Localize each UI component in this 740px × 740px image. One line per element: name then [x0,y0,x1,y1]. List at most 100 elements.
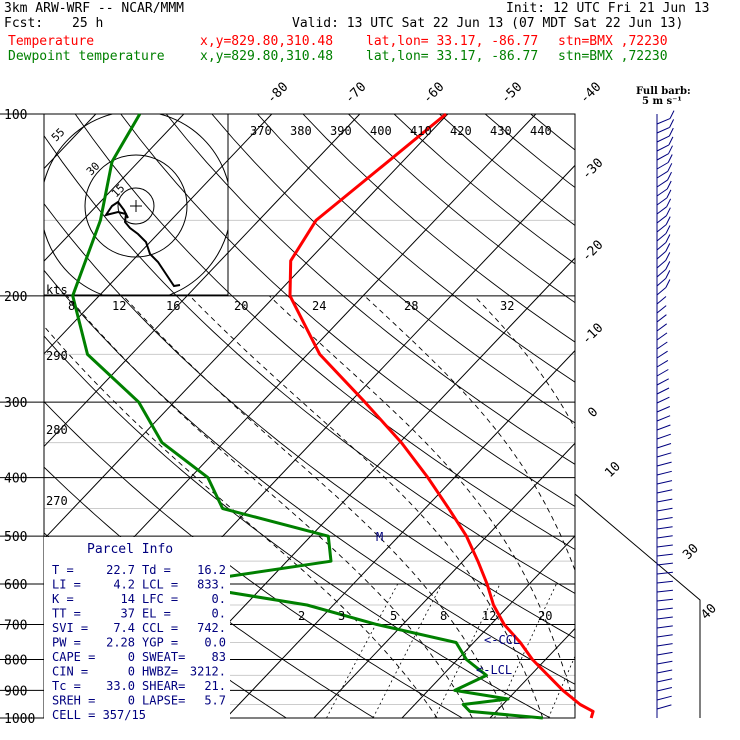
parcel-row-label: LFC = [142,592,178,606]
hodo-scale-label: 24 [312,299,326,313]
theta-label: 370 [250,124,272,138]
parcel-row-value: 0. [212,592,226,606]
lcl-marker: <-LCL [476,663,512,677]
parcel-row-label: SWEAT= [142,650,185,664]
theta-label: 270 [46,494,68,508]
parcel-row-value: 7.4 [113,621,135,635]
pressure-label: 500 [4,530,27,545]
parcel-row-label: YGP = [142,636,178,650]
hodo-scale-label: 28 [404,299,418,313]
parcel-row-value: 14 [121,592,135,606]
ccl-marker: <-CCL [484,633,520,647]
hodo-scale-label: 12 [112,299,126,313]
parcel-row-label: CIN = [52,665,88,679]
pressure-label: 1000 [4,712,35,727]
hodo-ring-label: 15 [109,182,128,201]
dewpoint-profile [71,113,543,720]
theta-label: 380 [290,124,312,138]
parcel-row-value: 0 [128,694,135,708]
barb-legend-units: 5 m s⁻¹ [642,96,682,107]
hodo-ring-label: 30 [84,160,103,179]
dewpoint-legend: Dewpoint temperature [8,49,165,64]
parcel-row-value: 5.7 [204,694,226,708]
hodo-scale-label: kts [46,283,68,297]
theta-label: 390 [330,124,352,138]
isotherm-label: 30 [680,541,702,563]
parcel-row-label: K = [52,592,74,606]
temperature-profile [288,112,595,719]
parcel-row-label: SREH = [52,694,95,708]
mixing-ratio-label: 5 [390,609,397,623]
isotherm-label: -50 [498,80,525,107]
isotherm-label: 10 [602,459,624,481]
isotherm-label: -10 [579,321,606,348]
theta-label: 430 [490,124,512,138]
isotherm-label: 40 [698,601,720,623]
mixing-ratio-label: 2 [298,609,305,623]
barb-legend-title: Full barb: [636,86,691,97]
parcel-row-label: LAPSE= [142,694,185,708]
parcel-row-value: 833. [197,578,226,592]
temp-latlon: lat,lon= 33.17, -86.77 [366,34,539,49]
parcel-row-label: CAPE = [52,650,95,664]
parcel-row-value: 742. [197,621,226,635]
cell-motion-marker: M [376,530,383,544]
isotherm-label: -20 [579,238,606,265]
parcel-row-value: 21. [204,679,226,693]
theta-label: 290 [46,349,68,363]
hodo-scale-label: 32 [500,299,514,313]
hodo-scale-label: 8 [68,299,75,313]
isotherm-label: -40 [577,80,604,107]
forecast-hour: 25 h [72,16,104,31]
dew-latlon: lat,lon= 33.17, -86.77 [366,49,539,64]
parcel-row-label: CELL = 357/15 [52,708,146,722]
parcel-row-label: T = [52,563,74,577]
parcel-row-value: 22.7 [106,563,135,577]
theta-label: 410 [410,124,432,138]
parcel-row-value: 83 [212,650,226,664]
mixing-ratio-label: 12 [482,609,496,623]
isotherm-label: -30 [579,156,606,183]
parcel-info-title: Parcel Info [87,542,173,557]
hodo-ring-label: 55 [49,126,68,145]
theta-label: 400 [370,124,392,138]
parcel-row-value: 0. [212,607,226,621]
parcel-row-label: LCL = [142,578,178,592]
parcel-row-value: 0 [128,665,135,679]
pressure-label: 900 [4,684,27,699]
temp-station: stn=BMX ,72230 [558,34,668,49]
parcel-row-value: 16.2 [197,563,226,577]
parcel-row-value: 33.0 [106,679,135,693]
parcel-row-value: 0.0 [204,636,226,650]
parcel-row-label: EL = [142,607,171,621]
hodograph: 55 30 15 [43,113,229,296]
wind-barbs [656,110,675,718]
pressure-label: 300 [4,396,27,411]
parcel-row-label: SHEAR= [142,679,185,693]
isotherm-label: -60 [420,80,447,107]
parcel-row-label: HWBZ= [142,665,178,679]
isotherm-label: -80 [264,80,291,107]
init-time: Init: 12 UTC Fri 21 Jun 13 [506,1,710,16]
pressure-label: 800 [4,653,27,668]
parcel-row-label: Td = [142,563,171,577]
pressure-label: 100 [4,108,27,123]
parcel-row-label: PW = [52,636,81,650]
parcel-row-value: 2.28 [106,636,135,650]
theta-label: 280 [46,423,68,437]
theta-label: 440 [530,124,552,138]
parcel-row-label: SVI = [52,621,88,635]
model-title: 3km ARW-WRF -- NCAR/MMM [4,1,185,16]
parcel-row-value: 0 [128,650,135,664]
parcel-row-label: TT = [52,607,81,621]
mixing-ratio-label: 20 [538,609,552,623]
pressure-label: 400 [4,472,27,487]
pressure-label: 700 [4,618,27,633]
dew-xy: x,y=829.80,310.48 [200,49,334,64]
isotherm-label: 0 [585,405,601,421]
mixing-ratio-label: 8 [440,609,447,623]
forecast-label: Fcst: [4,16,44,31]
temp-xy: x,y=829.80,310.48 [200,34,334,49]
parcel-row-value: 37 [121,607,135,621]
